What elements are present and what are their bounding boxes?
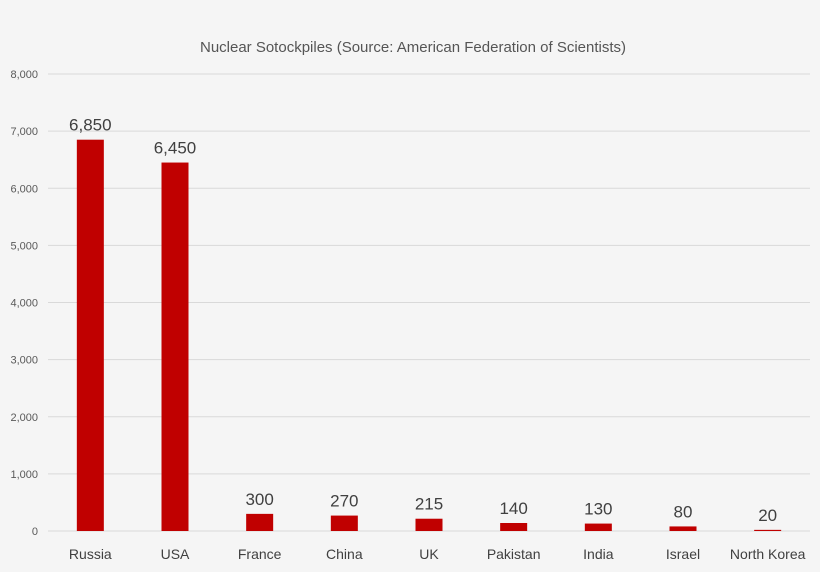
y-tick-label: 2,000 <box>10 412 38 424</box>
data-labels: 6,850 6,450 300 270 215 140 130 80 20 <box>69 116 777 525</box>
bar <box>584 523 612 531</box>
y-tick-label: 8,000 <box>10 69 38 81</box>
bar <box>754 529 782 531</box>
x-tick-label: USA <box>161 546 190 562</box>
x-tick-label: India <box>583 546 614 562</box>
data-label: 215 <box>415 495 443 514</box>
bar <box>415 518 443 531</box>
y-tick-label: 7,000 <box>10 126 38 138</box>
x-tick-label: China <box>326 546 363 562</box>
bar <box>246 513 274 531</box>
data-label: 6,450 <box>154 139 197 158</box>
y-tick-label: 5,000 <box>10 240 38 252</box>
x-tick-label: Israel <box>666 546 700 562</box>
data-label: 140 <box>499 499 527 518</box>
data-label: 6,850 <box>69 116 112 135</box>
x-tick-label: Russia <box>69 546 112 562</box>
chart-title: Nuclear Sotockpiles (Source: American Fe… <box>200 39 626 56</box>
bar <box>669 526 697 531</box>
x-tick-label: UK <box>419 546 439 562</box>
bar <box>500 523 528 531</box>
y-tick-label: 6,000 <box>10 183 38 195</box>
y-tick-label: 4,000 <box>10 298 38 310</box>
x-axis-ticks: Russia USA France China UK Pakistan India Israe… <box>69 546 806 562</box>
data-label: 300 <box>245 490 273 509</box>
data-label: 20 <box>758 506 777 525</box>
x-tick-label: France <box>238 546 282 562</box>
y-tick-label: 0 <box>32 526 38 538</box>
data-label: 80 <box>674 502 693 521</box>
data-label: 130 <box>584 500 612 519</box>
y-tick-label: 1,000 <box>10 469 38 481</box>
data-label: 270 <box>330 492 358 511</box>
x-tick-label: North Korea <box>730 546 806 562</box>
bar <box>161 162 189 531</box>
bars <box>76 139 782 531</box>
bar <box>330 515 358 531</box>
x-tick-label: Pakistan <box>487 546 541 562</box>
y-axis-ticks: 0 1,000 2,000 3,000 4,000 5,000 6,000 7,000 8,00… <box>10 69 38 538</box>
bar <box>76 139 104 531</box>
y-tick-label: 3,000 <box>10 355 38 367</box>
